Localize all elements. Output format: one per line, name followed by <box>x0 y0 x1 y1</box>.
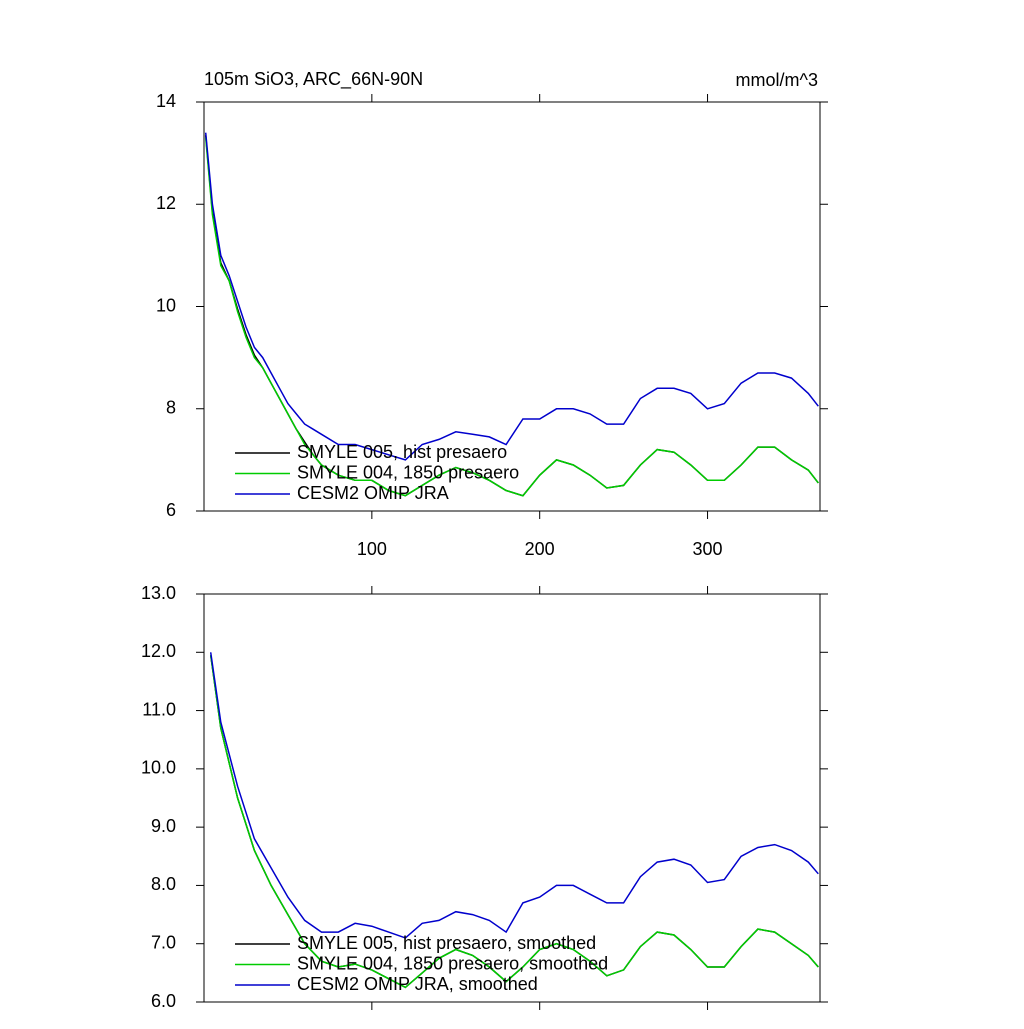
x-tick-label: 200 <box>525 539 555 559</box>
y-tick-label: 6 <box>166 500 176 520</box>
y-tick-label: 10.0 <box>141 758 176 778</box>
plot-frame <box>203 101 821 512</box>
y-tick-label: 6.0 <box>151 991 176 1011</box>
legend-label: SMYLE 005, hist presaero, smoothed <box>297 933 596 953</box>
legend-label: SMYLE 005, hist presaero <box>297 442 507 462</box>
legend-label: CESM2 OMIP JRA, smoothed <box>297 974 538 994</box>
series-line <box>209 652 819 939</box>
legend-label: SMYLE 004, 1850 presaero <box>297 462 519 482</box>
series-line <box>204 132 819 461</box>
y-tick-label: 8.0 <box>151 874 176 894</box>
x-tick-label: 300 <box>693 539 723 559</box>
chart-title: 105m SiO3, ARC_66N-90N <box>204 69 423 90</box>
series-line <box>204 137 819 497</box>
y-tick-label: 10 <box>156 295 176 315</box>
units-label: mmol/m^3 <box>736 70 818 90</box>
plot-frame <box>203 593 821 1003</box>
y-tick-label: 8 <box>166 398 176 418</box>
x-tick-label: 100 <box>357 539 387 559</box>
legend-label: CESM2 OMIP JRA <box>297 483 449 503</box>
legend-label: SMYLE 004, 1850 presaero, smoothed <box>297 953 608 973</box>
series-line <box>209 655 819 989</box>
y-tick-label: 13.0 <box>141 583 176 603</box>
y-tick-label: 7.0 <box>151 932 176 952</box>
y-tick-label: 14 <box>156 91 176 111</box>
y-tick-label: 9.0 <box>151 816 176 836</box>
y-tick-label: 12 <box>156 193 176 213</box>
y-tick-label: 11.0 <box>142 699 176 719</box>
y-tick-label: 12.0 <box>141 641 176 661</box>
